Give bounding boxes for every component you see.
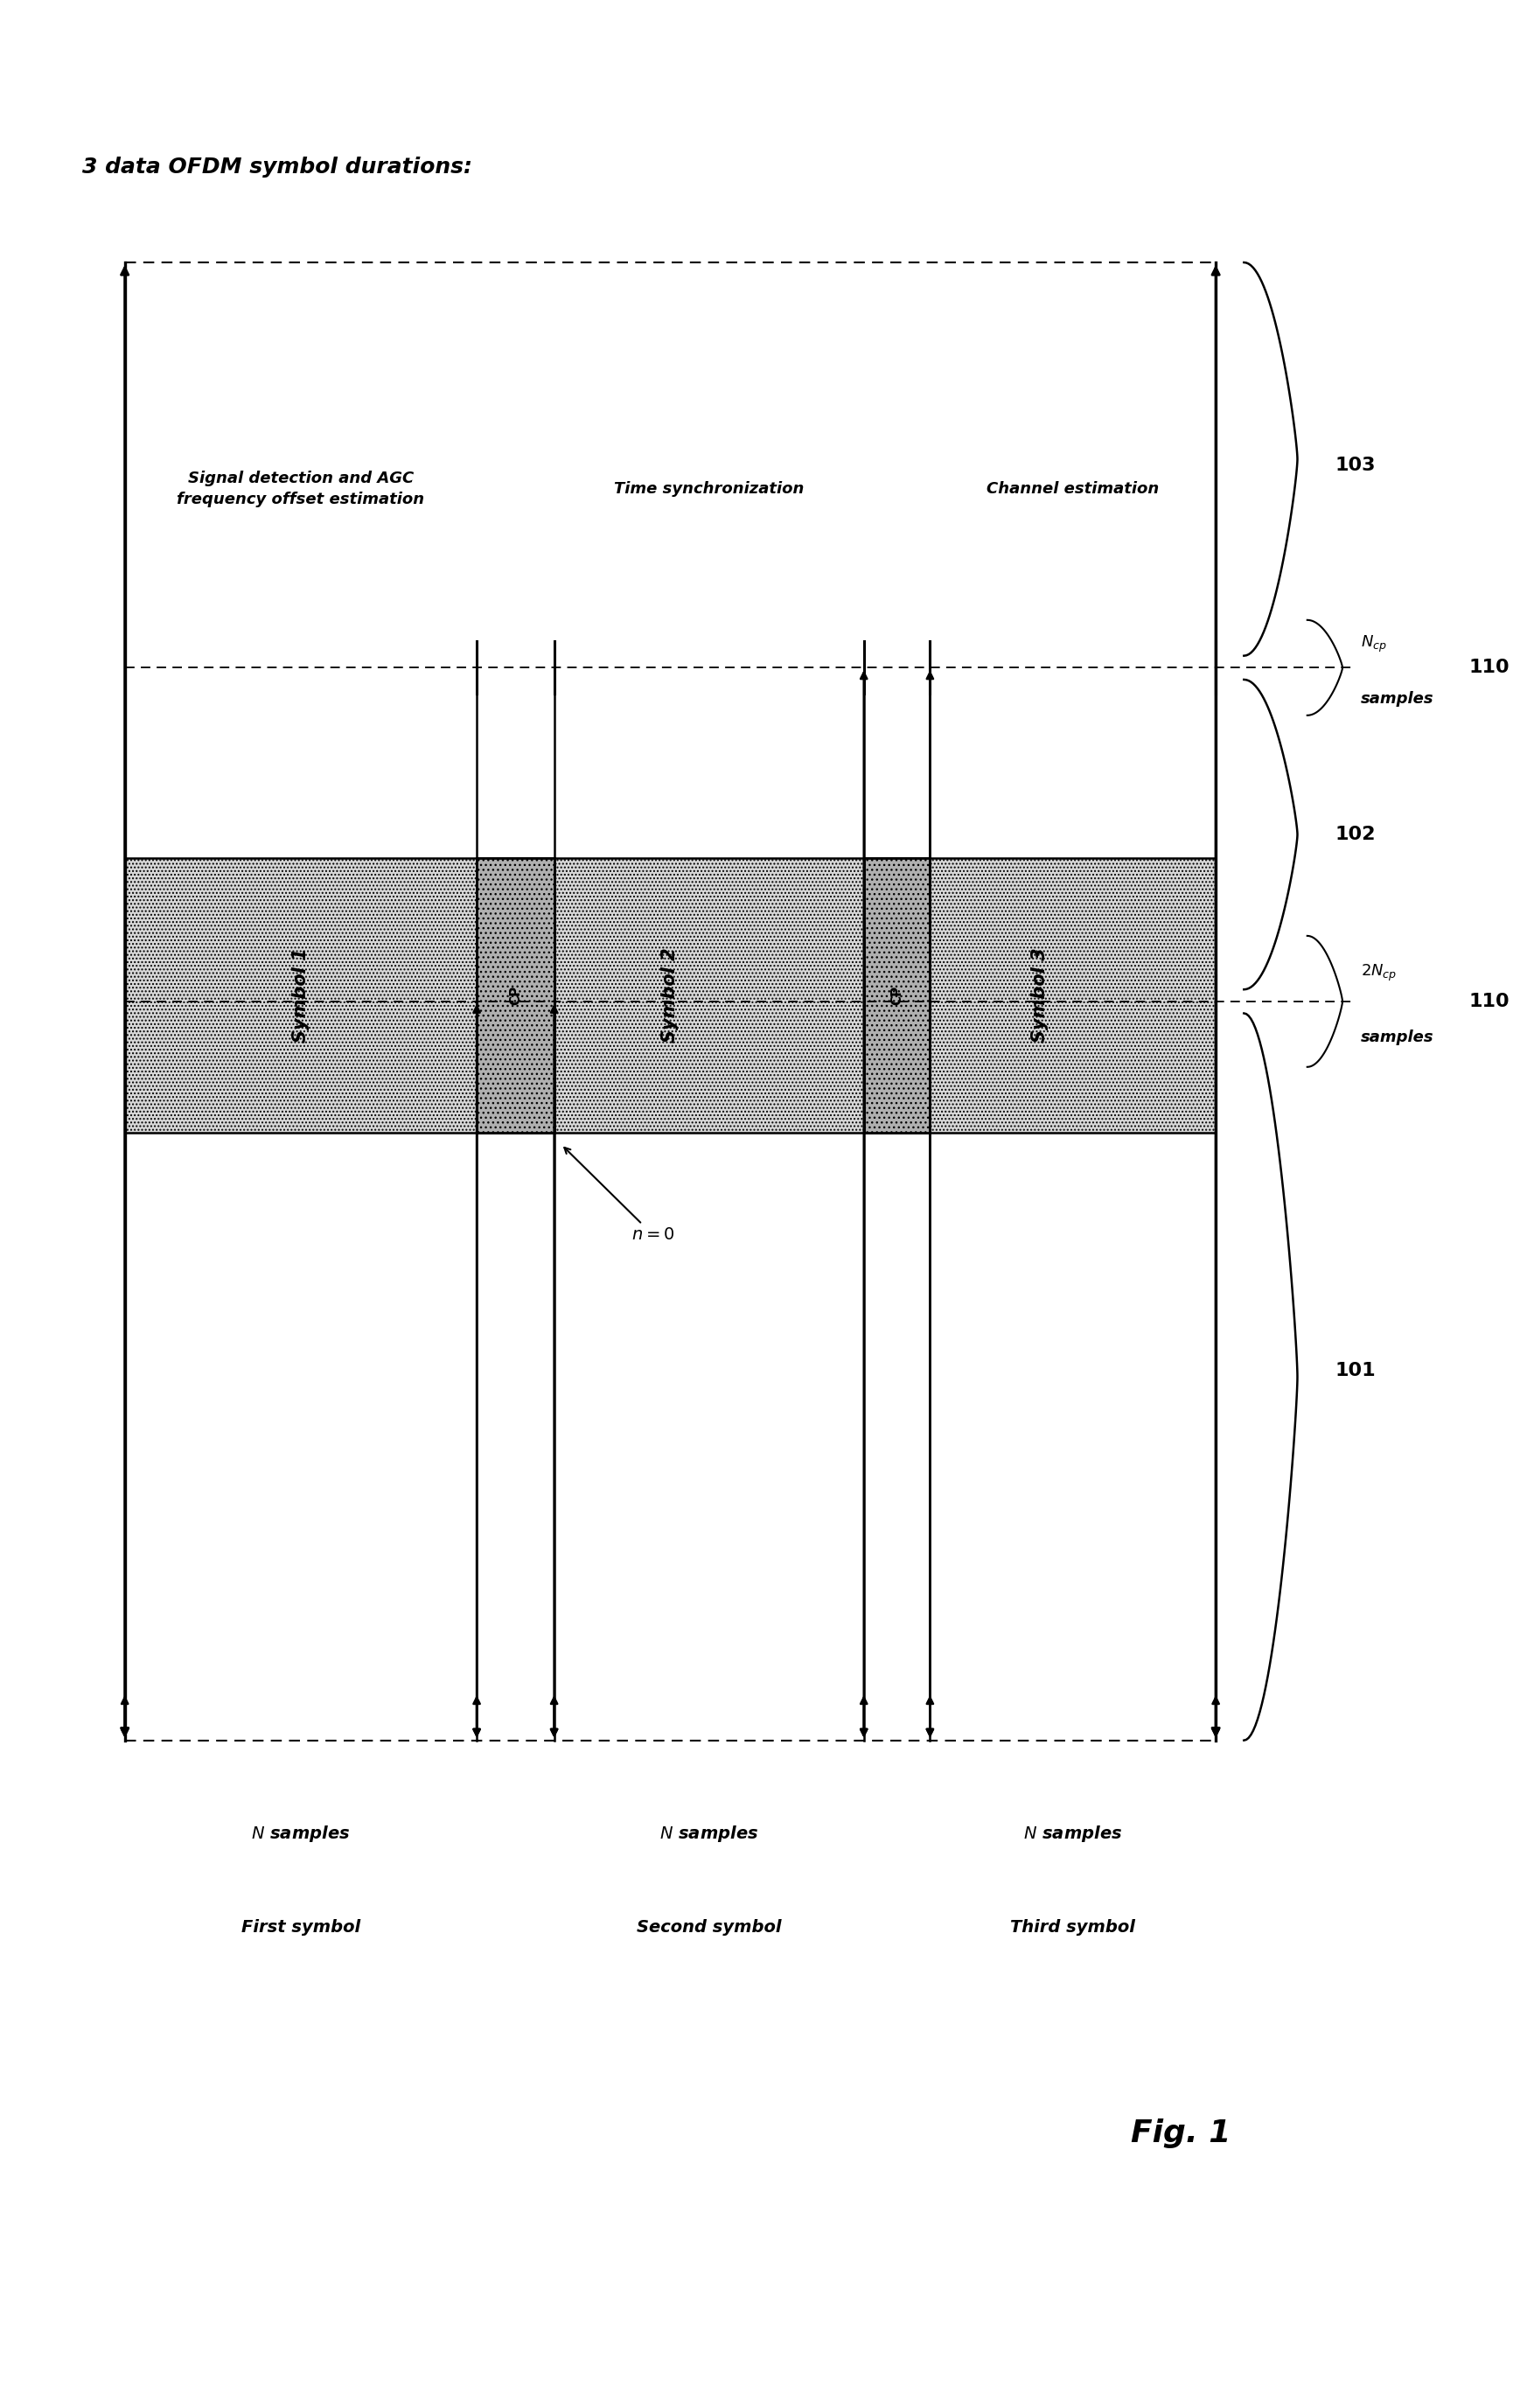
Text: Fig. 1: Fig. 1 bbox=[1130, 2119, 1230, 2148]
Bar bbox=[477, 857, 864, 1132]
Bar bbox=[124, 857, 477, 1132]
Text: 110: 110 bbox=[1468, 992, 1508, 1009]
Text: 101: 101 bbox=[1334, 1363, 1375, 1380]
Text: Channel estimation: Channel estimation bbox=[986, 482, 1159, 496]
Text: Third symbol: Third symbol bbox=[1009, 1919, 1135, 1936]
Text: $N$ samples: $N$ samples bbox=[251, 1823, 350, 1845]
Text: Signal detection and AGC
frequency offset estimation: Signal detection and AGC frequency offse… bbox=[177, 470, 424, 508]
Text: samples: samples bbox=[1360, 1028, 1433, 1045]
Text: $n = 0$: $n = 0$ bbox=[564, 1149, 675, 1243]
Text: $N_{cp}$: $N_{cp}$ bbox=[1360, 633, 1386, 655]
Text: $N$ samples: $N$ samples bbox=[1023, 1823, 1121, 1845]
Text: First symbol: First symbol bbox=[241, 1919, 360, 1936]
Text: CP: CP bbox=[508, 985, 522, 1004]
Text: $N$ samples: $N$ samples bbox=[660, 1823, 758, 1845]
Text: Symbol 1: Symbol 1 bbox=[292, 949, 309, 1043]
Text: 102: 102 bbox=[1334, 826, 1375, 843]
Bar bbox=[864, 857, 1215, 1132]
Text: $2N_{cp}$: $2N_{cp}$ bbox=[1360, 963, 1396, 982]
Text: Symbol 3: Symbol 3 bbox=[1030, 949, 1049, 1043]
Bar bbox=[477, 857, 554, 1132]
Text: Symbol 2: Symbol 2 bbox=[661, 949, 679, 1043]
Text: 3 data OFDM symbol durations:: 3 data OFDM symbol durations: bbox=[83, 157, 472, 178]
Text: Time synchronization: Time synchronization bbox=[614, 482, 803, 496]
Text: Second symbol: Second symbol bbox=[637, 1919, 781, 1936]
Text: samples: samples bbox=[1360, 691, 1433, 706]
Text: 110: 110 bbox=[1468, 660, 1508, 677]
Bar bbox=[864, 857, 929, 1132]
Text: 103: 103 bbox=[1334, 455, 1375, 474]
Text: CP: CP bbox=[890, 985, 903, 1004]
